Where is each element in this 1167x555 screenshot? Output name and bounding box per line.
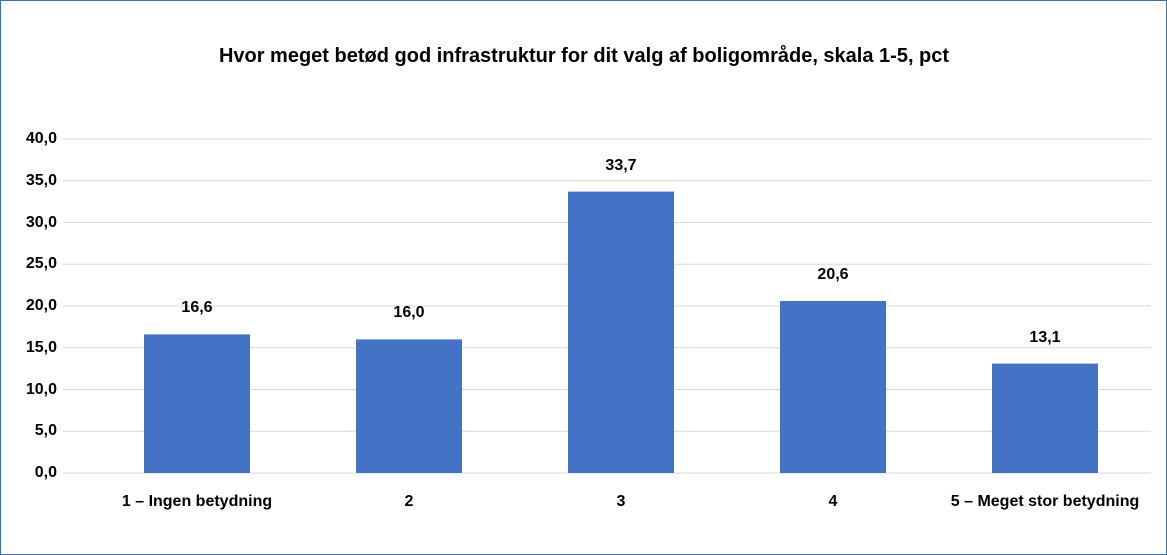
data-label: 16,0 <box>393 304 425 322</box>
bar <box>144 334 250 473</box>
x-tick-label: 3 <box>616 493 626 510</box>
x-tick-label: 2 <box>404 493 414 510</box>
bar <box>356 339 462 473</box>
data-label: 13,1 <box>1029 328 1061 346</box>
y-tick-label: 20,0 <box>25 297 57 314</box>
y-tick-label: 0,0 <box>34 464 57 481</box>
x-tick-label: 5 – Meget stor betydning <box>950 493 1140 510</box>
y-tick-label: 30,0 <box>25 213 57 231</box>
data-label: 33,7 <box>605 156 637 174</box>
y-tick-label: 35,0 <box>25 171 57 189</box>
y-tick-label: 25,0 <box>25 255 57 273</box>
bar <box>780 300 886 473</box>
bar <box>992 363 1098 473</box>
data-label: 16,6 <box>181 299 213 317</box>
data-label: 20,6 <box>817 265 849 283</box>
y-tick-label: 40,0 <box>25 130 57 147</box>
y-tick-label: 10,0 <box>25 380 57 398</box>
y-tick-label: 5,0 <box>34 422 57 440</box>
chart-title: Hvor meget betød god infrastruktur for d… <box>218 45 950 67</box>
x-tick-label: 4 <box>828 493 838 510</box>
y-tick-label: 15,0 <box>25 338 57 356</box>
bar <box>568 191 674 474</box>
x-tick-label: 1 – Ingen betydning <box>121 493 273 510</box>
